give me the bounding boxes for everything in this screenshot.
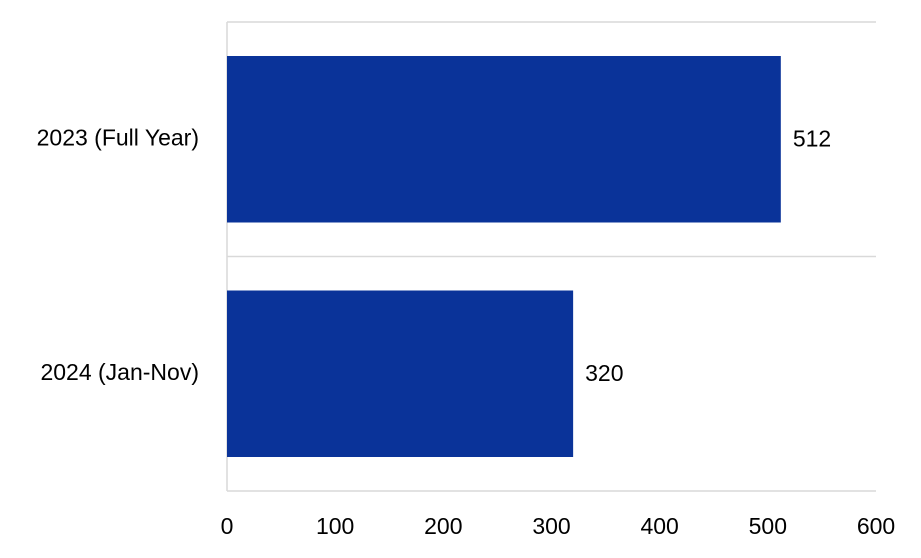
x-tick-label: 500 [749,513,787,539]
x-tick-label: 600 [857,513,895,539]
bar [227,56,781,223]
value-label: 320 [585,360,623,386]
x-tick-label: 400 [640,513,678,539]
y-tick-label: 2024 (Jan-Nov) [40,359,199,385]
x-tick-label: 0 [221,513,234,539]
y-tick-label: 2023 (Full Year) [37,124,199,150]
x-tick-label: 100 [316,513,354,539]
bar [227,290,574,457]
x-tick-label: 200 [424,513,462,539]
value-label: 512 [793,125,831,151]
x-tick-label: 300 [532,513,570,539]
